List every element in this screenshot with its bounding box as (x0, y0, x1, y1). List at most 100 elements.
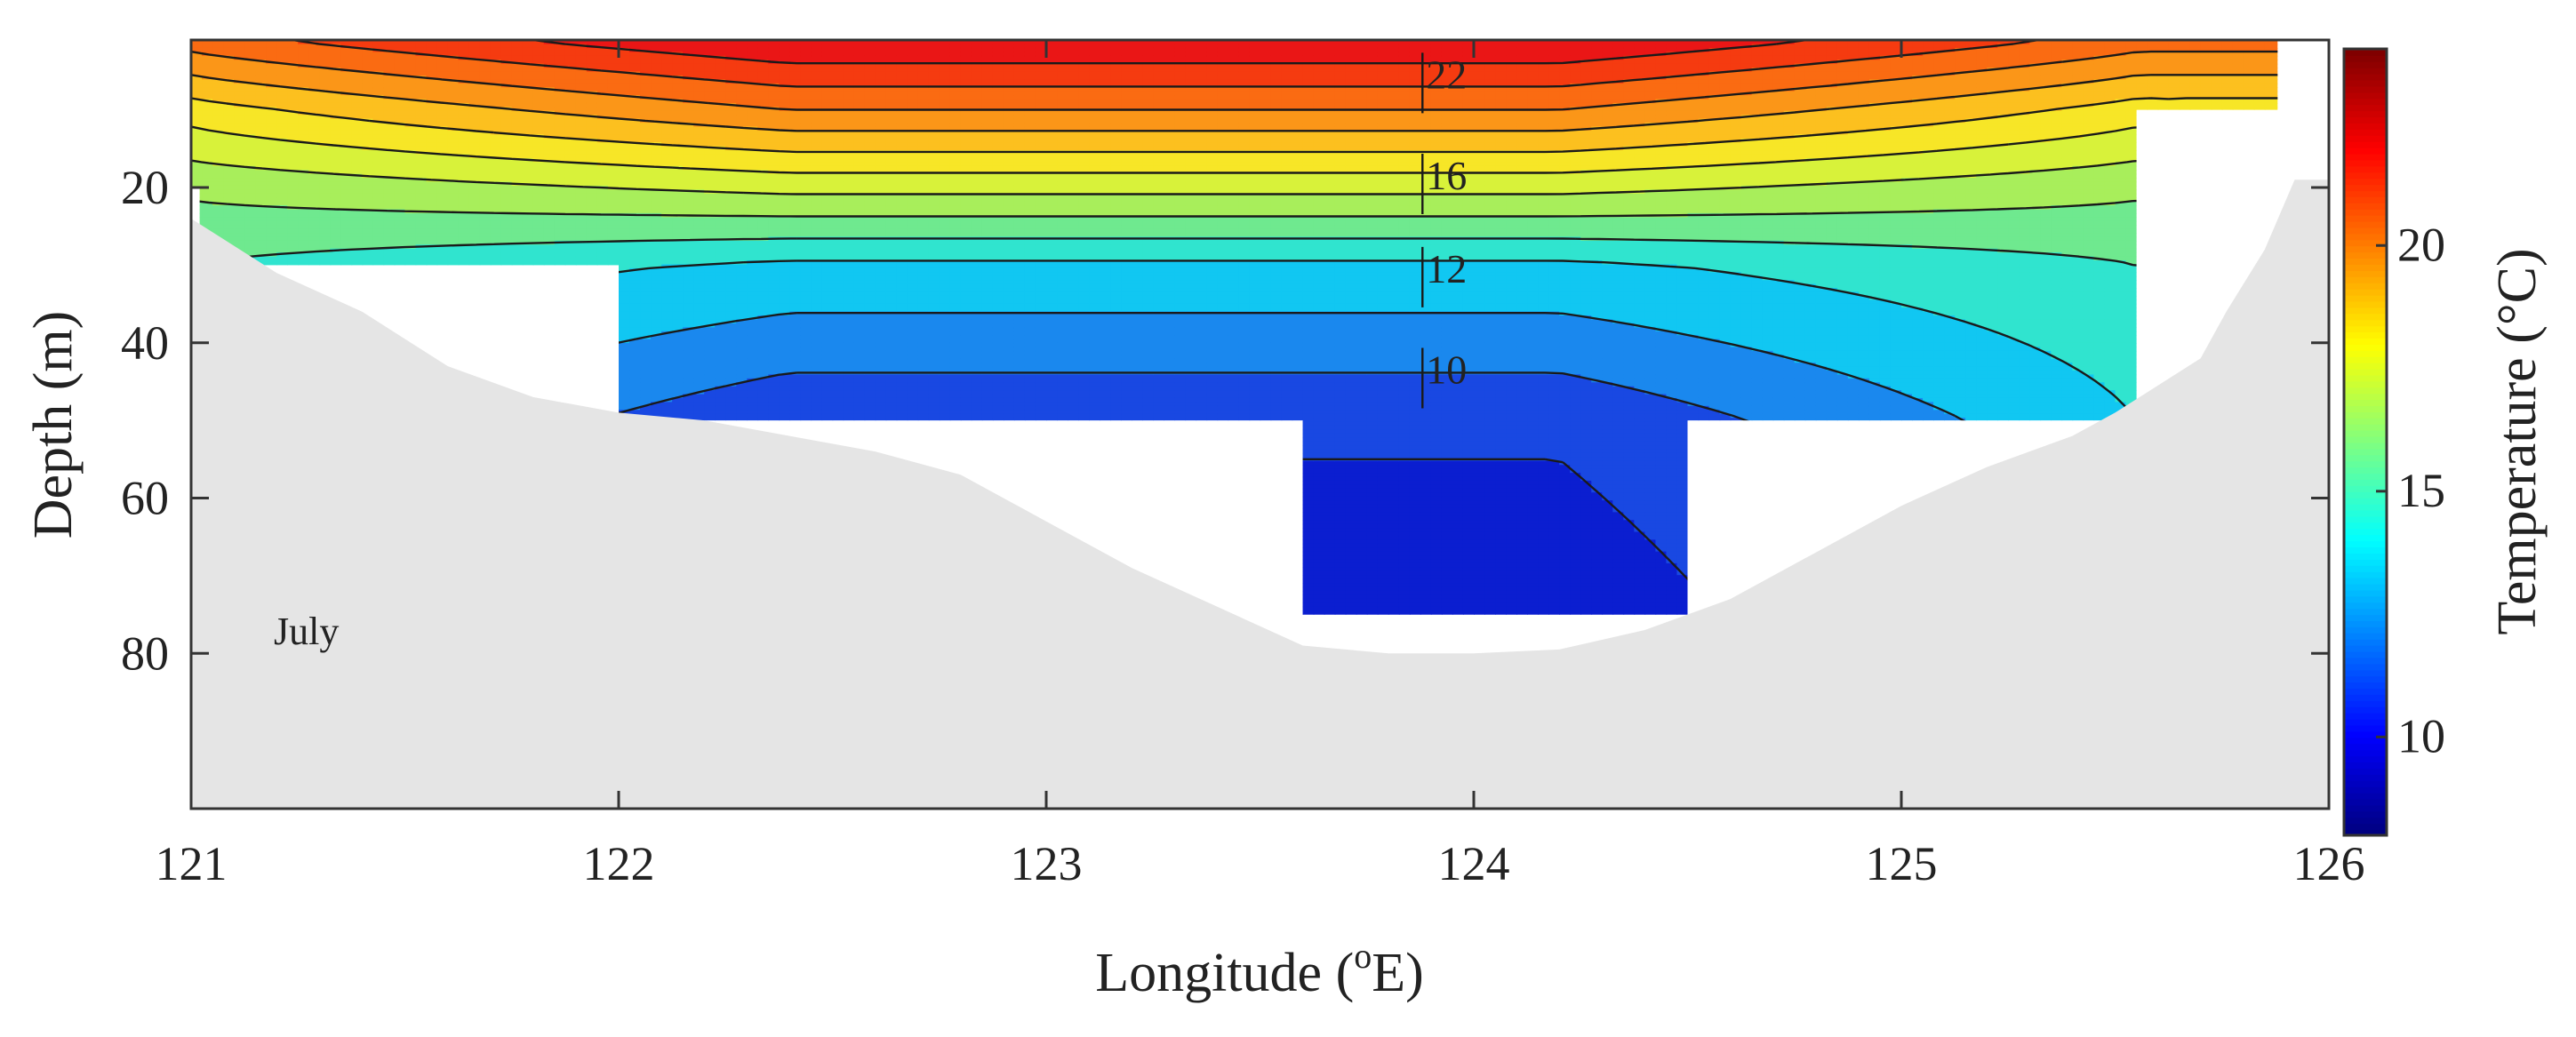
temperature-cell (255, 75, 267, 81)
temperature-cell (266, 44, 277, 49)
temperature-cell (266, 244, 277, 250)
temperature-cell (202, 150, 213, 156)
temperature-cell (223, 209, 235, 214)
temperature-cell (276, 118, 289, 124)
temperature-cell (276, 240, 289, 246)
temperature-cell (212, 209, 224, 214)
temperature-cell (287, 217, 300, 222)
temperature-cell (244, 240, 256, 246)
temperature-cell (223, 32, 235, 36)
temperature-cell (319, 32, 331, 36)
temperature-cell (212, 102, 224, 108)
temperature-cell (544, 32, 556, 36)
temperature-cell (298, 107, 310, 112)
temperature-cell (266, 201, 277, 206)
temperature-cell (255, 201, 267, 206)
temperature-cell (276, 209, 289, 214)
temperature-cell (276, 102, 289, 108)
temperature-cell (287, 260, 300, 266)
temperature-cell (244, 107, 256, 112)
temperature-cell (223, 146, 235, 151)
temperature-cell (223, 236, 235, 242)
temperature-cell (223, 212, 235, 219)
temperature-cell (244, 110, 256, 116)
temperature-cell (533, 32, 545, 36)
temperature-cell (255, 162, 267, 167)
temperature-cell (255, 228, 267, 234)
temperature-cell (287, 256, 300, 261)
temperature-cell (234, 75, 245, 81)
temperature-cell (234, 63, 245, 68)
temperature-cell (266, 123, 277, 128)
temperature-cell (255, 178, 267, 183)
temperature-cell (276, 220, 289, 226)
temperature-cell (202, 63, 213, 68)
temperature-cell (255, 79, 267, 84)
temperature-cell (255, 244, 267, 250)
temperature-cell (287, 146, 300, 151)
temperature-cell (287, 68, 300, 73)
temperature-cell (223, 107, 235, 112)
temperature-cell (287, 115, 300, 120)
temperature-cell (212, 52, 224, 57)
temperature-cell (234, 165, 245, 172)
temperature-cell (287, 107, 300, 112)
temperature-cell (234, 209, 245, 214)
temperature-cell (234, 193, 245, 198)
temperature-cell (276, 256, 289, 261)
temperature-cell (266, 75, 277, 81)
temperature-cell (234, 154, 245, 159)
temperature-cell (244, 193, 256, 198)
temperature-cell (287, 236, 300, 242)
temperature-cell (234, 228, 245, 234)
temperature-cell (287, 71, 300, 76)
temperature-cell (202, 146, 213, 151)
temperature-cell (266, 233, 277, 238)
temperature-cell (202, 165, 213, 172)
temperature-cell (244, 44, 256, 49)
temperature-cell (223, 102, 235, 108)
temperature-cell (223, 154, 235, 159)
temperature-cell (212, 220, 224, 226)
temperature-cell (276, 146, 289, 151)
temperature-cell (255, 118, 267, 124)
temperature-cell (255, 256, 267, 261)
temperature-cell (459, 32, 470, 36)
temperature-cell (223, 181, 235, 187)
temperature-cell (212, 107, 224, 112)
temperature-cell (244, 205, 256, 211)
temperature-cell (287, 91, 300, 96)
temperature-cell (276, 189, 289, 195)
temperature-cell (202, 225, 213, 230)
temperature-cell (191, 115, 203, 120)
temperature-cell (234, 126, 245, 132)
temperature-cell (287, 201, 300, 206)
temperature-cell (191, 107, 203, 112)
temperature-cell (255, 138, 267, 144)
temperature-cell (244, 181, 256, 187)
temperature-cell (244, 150, 256, 156)
temperature-cell (234, 181, 245, 187)
temperature-cell (276, 178, 289, 183)
temperature-cell (287, 178, 300, 183)
temperature-cell (223, 60, 235, 65)
temperature-cell (287, 248, 300, 253)
temperature-cell (234, 83, 245, 89)
temperature-cell (202, 87, 213, 92)
temperature-cell (287, 165, 300, 172)
temperature-cell (298, 115, 310, 120)
temperature-cell (266, 68, 277, 73)
temperature-cell (298, 44, 310, 49)
temperature-cell (276, 91, 289, 96)
temperature-cell (212, 95, 224, 100)
temperature-cell (212, 63, 224, 68)
temperature-cell (191, 146, 203, 151)
temperature-cell (244, 173, 256, 179)
temperature-cell (287, 220, 300, 226)
temperature-cell (255, 205, 267, 211)
temperature-cell (244, 217, 256, 222)
temperature-cell (255, 157, 267, 164)
temperature-cell (287, 83, 300, 89)
temperature-cell (298, 55, 310, 61)
temperature-cell (191, 99, 203, 104)
